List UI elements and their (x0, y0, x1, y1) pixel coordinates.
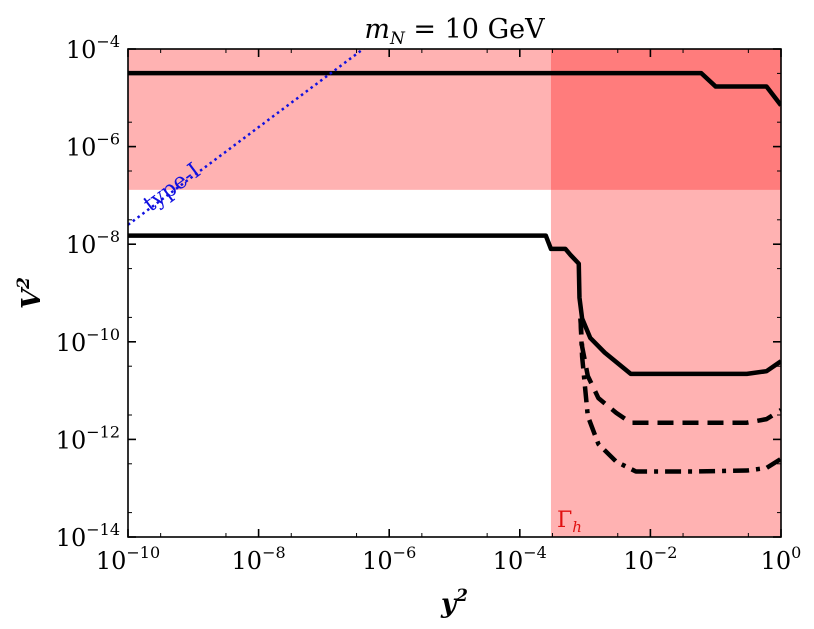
x-axis-title: y2 (440, 586, 468, 619)
x-tick-label-3: 10−4 (493, 543, 547, 575)
y-axis-title: V2 (14, 277, 47, 309)
series-dashed-2 (578, 318, 781, 425)
y-tick-label-1: 10−12 (56, 422, 120, 454)
series-lines (128, 49, 781, 474)
y-tick-label-4: 10−6 (66, 130, 120, 162)
series-dashdot-3 (578, 318, 781, 474)
axis-labels: y2 V2 mN = 10 GeV (14, 14, 545, 619)
x-tick-label-5: 100 (761, 543, 802, 575)
x-tick-label-4: 10−2 (623, 543, 677, 575)
x-tick-label-1: 10−8 (232, 543, 286, 575)
gamma-h-label: Γh (557, 508, 582, 536)
shaded-regions (128, 49, 781, 537)
plot-frame (127, 48, 782, 538)
chart-title: mN = 10 GeV (364, 14, 545, 49)
x-tick-label-2: 10−6 (362, 543, 416, 575)
y-tick-label-3: 10−8 (66, 227, 120, 259)
series-dotted-4 (128, 49, 366, 226)
axis-ticks: 10−10 10−8 10−6 10−4 10−2 100 10−14 10−12 10−10 1… (56, 32, 802, 575)
y-tick-label-5: 10−4 (66, 32, 120, 64)
region-1 (550, 49, 781, 537)
y-tick-label-2: 10−10 (56, 325, 120, 357)
y-tick-label-0: 10−14 (56, 520, 120, 552)
annotations: type-IΓh (139, 158, 582, 536)
x-tick-label-0: 10−10 (96, 543, 160, 575)
series-solid-0 (128, 70, 781, 107)
